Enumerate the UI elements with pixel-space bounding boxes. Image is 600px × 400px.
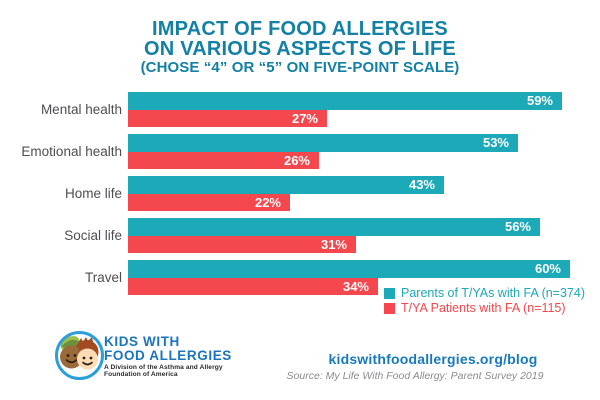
logo-line-2: FOOD ALLERGIES (104, 347, 232, 363)
bar-parents: 59% (128, 92, 562, 110)
bar-pair: 59% 27% (128, 92, 562, 127)
bar-patients: 34% (128, 277, 378, 295)
legend: Parents of T/YAs with FA (n=374) T/YA Pa… (384, 286, 585, 316)
bar-group-home-life: Home life 43% 22% (0, 176, 600, 211)
bar-group-social-life: Social life 56% 31% (0, 218, 600, 253)
legend-label-parents: Parents of T/YAs with FA (n=374) (401, 286, 586, 300)
blog-url-link[interactable]: kidswithfoodallergies.org/blog (328, 351, 538, 367)
title-line-3: (CHOSE “4” OR “5” ON FIVE-POINT SCALE) (140, 59, 460, 76)
category-label: Social life (64, 228, 122, 243)
bar-group-mental-health: Mental health 59% 27% (0, 92, 600, 127)
legend-item-parents: Parents of T/YAs with FA (n=374) (384, 286, 585, 300)
logo-tagline-line-1: A Division of the Asthma and Allergy (104, 364, 223, 371)
legend-swatch-red-icon (384, 302, 395, 314)
value-label: 26% (283, 152, 310, 168)
bar-parents: 43% (128, 176, 444, 194)
bar-pair: 56% 31% (128, 218, 540, 253)
category-label: Mental health (40, 102, 122, 117)
value-label: 43% (408, 177, 435, 193)
logo-tagline-line-2: Foundation of America (104, 371, 178, 379)
category-label: Travel (84, 270, 122, 285)
kids-with-food-allergies-logo-icon (53, 329, 106, 387)
value-label: 60% (534, 261, 561, 277)
title-line-1: IMPACT OF FOOD ALLERGIES (152, 18, 448, 40)
bar-parents: 53% (128, 134, 518, 152)
bar-patients: 27% (128, 109, 327, 127)
category-label: Home life (64, 186, 122, 201)
category-label: Emotional health (21, 144, 122, 159)
bar-patients: 22% (128, 193, 290, 211)
bar-pair: 43% 22% (128, 176, 444, 211)
bar-group-travel: Travel 60% 34% (0, 260, 600, 295)
bar-parents: 56% (128, 218, 540, 236)
grouped-bar-chart: Mental health 59% 27% Emotional health 53% 26… (0, 92, 600, 295)
value-label: 34% (342, 278, 369, 294)
logo-wordmark: KIDS WITH FOOD ALLERGIES A Division of t… (104, 335, 232, 378)
value-label: 22% (254, 194, 281, 210)
legend-item-patients: T/YA Patients with FA (n=115) (384, 301, 585, 315)
value-label: 56% (504, 219, 531, 235)
bar-pair: 53% 26% (128, 134, 518, 169)
bar-group-emotional-health: Emotional health 53% 26% (0, 134, 600, 169)
value-label: 31% (320, 236, 347, 252)
legend-swatch-teal-icon (384, 287, 395, 299)
logo-line-1: KIDS WITH (104, 334, 180, 349)
legend-label-patients: T/YA Patients with FA (n=115) (401, 301, 566, 315)
bar-pair: 60% 34% (128, 260, 570, 295)
bar-parents: 60% (128, 260, 570, 278)
logo-tagline: A Division of the Asthma and Allergy Fou… (104, 364, 232, 378)
value-label: 53% (482, 135, 509, 151)
chart-title: IMPACT OF FOOD ALLERGIES ON VARIOUS ASPE… (0, 19, 600, 77)
value-label: 59% (526, 93, 553, 109)
bar-patients: 31% (128, 235, 356, 253)
title-line-2: ON VARIOUS ASPECTS OF LIFE (144, 38, 456, 60)
bar-patients: 26% (128, 151, 319, 169)
source-note: Source: My Life With Food Allergy: Paren… (286, 370, 544, 382)
value-label: 27% (291, 110, 318, 126)
